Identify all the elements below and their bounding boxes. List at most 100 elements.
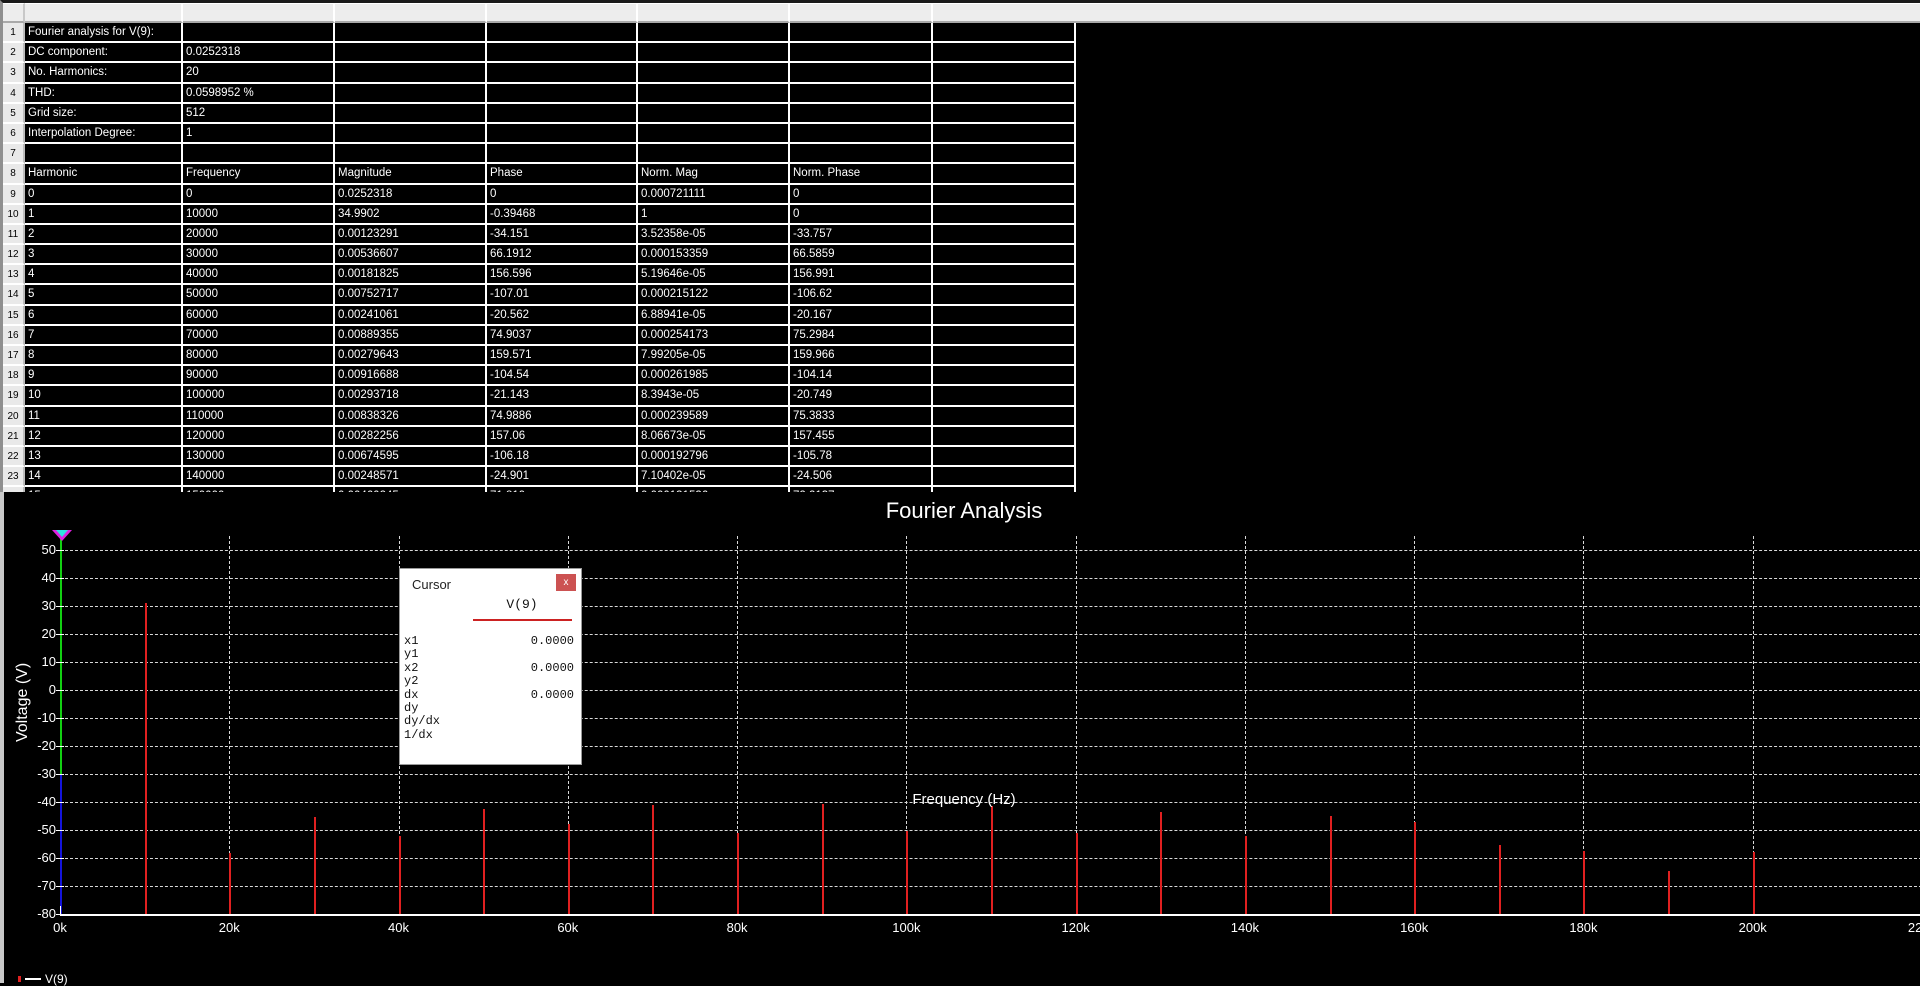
table-cell[interactable]: 0.00674595 xyxy=(335,446,487,468)
table-cell[interactable]: 13 xyxy=(25,446,183,468)
table-cell[interactable]: Fourier analysis for V(9): xyxy=(25,23,183,44)
table-cell[interactable] xyxy=(790,123,933,145)
table-cell[interactable]: -106.62 xyxy=(790,285,933,306)
table-cell[interactable] xyxy=(790,103,933,124)
table-cell[interactable]: 1 xyxy=(638,204,790,225)
column-header-5[interactable] xyxy=(638,3,790,23)
fourier-analysis-chart[interactable]: Fourier Analysis Voltage (V) 50 40 30 20 10 0… xyxy=(0,492,1920,983)
table-cell[interactable]: -105.78 xyxy=(790,446,933,468)
plot-area[interactable]: 50 40 30 20 10 0 -10 -20 -30 -40 -50 -60 -70 -80 0k 20k… xyxy=(37,530,1920,935)
table-cell[interactable]: 6.88941e-05 xyxy=(638,305,790,326)
table-cell[interactable] xyxy=(933,446,1076,468)
table-cell[interactable]: 6 xyxy=(25,305,183,326)
table-cell[interactable]: 4 xyxy=(25,265,183,286)
table-cell[interactable] xyxy=(335,144,487,165)
table-cell[interactable]: THD: xyxy=(25,83,183,104)
table-cell[interactable]: 0.000215122 xyxy=(638,285,790,306)
row-number[interactable]: 19 xyxy=(3,386,25,407)
table-cell[interactable]: -20.749 xyxy=(790,386,933,407)
cursor-dialog[interactable]: Cursor x V(9) x1 0.0000 y1 x2 0.0000 y2 dx 0.00… xyxy=(399,568,582,765)
table-cell[interactable]: Magnitude xyxy=(335,164,487,185)
table-cell[interactable]: -0.39468 xyxy=(487,204,638,225)
table-cell[interactable]: 156.596 xyxy=(487,265,638,286)
column-header-3[interactable] xyxy=(335,3,487,23)
table-row[interactable]: 16 7 70000 0.00889355 74.9037 0.000254173 75.2… xyxy=(3,325,1920,346)
table-cell[interactable]: -21.143 xyxy=(487,386,638,407)
table-cell[interactable]: 0.00181825 xyxy=(335,265,487,286)
table-cell[interactable] xyxy=(933,325,1076,346)
table-cell[interactable] xyxy=(933,164,1076,185)
table-cell[interactable]: -106.18 xyxy=(487,446,638,468)
table-cell[interactable]: 5.19646e-05 xyxy=(638,265,790,286)
table-cell[interactable] xyxy=(487,83,638,104)
table-row[interactable]: 1 Fourier analysis for V(9): xyxy=(3,23,1920,44)
column-header-1[interactable] xyxy=(25,3,183,23)
table-cell[interactable]: 12 xyxy=(25,426,183,447)
table-cell[interactable]: -104.54 xyxy=(487,366,638,387)
table-cell[interactable] xyxy=(638,103,790,124)
row-number[interactable]: 1 xyxy=(3,23,25,44)
row-number[interactable]: 4 xyxy=(3,83,25,104)
table-cell[interactable]: -104.14 xyxy=(790,366,933,387)
table-cell[interactable]: 0.0252318 xyxy=(183,43,335,64)
table-cell[interactable] xyxy=(335,103,487,124)
table-cell[interactable]: 120000 xyxy=(183,426,335,447)
table-cell[interactable]: 0.000153359 xyxy=(638,245,790,266)
table-cell[interactable]: Frequency xyxy=(183,164,335,185)
table-cell[interactable]: 66.1912 xyxy=(487,245,638,266)
table-cell[interactable]: 512 xyxy=(183,103,335,124)
table-cell[interactable]: -20.562 xyxy=(487,305,638,326)
table-cell[interactable] xyxy=(335,63,487,84)
table-cell[interactable]: 74.9037 xyxy=(487,325,638,346)
table-cell[interactable]: 10000 xyxy=(183,204,335,225)
table-cell[interactable]: 0.000721111 xyxy=(638,184,790,205)
table-cell[interactable] xyxy=(933,366,1076,387)
table-cell[interactable] xyxy=(487,103,638,124)
table-cell[interactable]: 0 xyxy=(487,184,638,205)
row-number[interactable]: 20 xyxy=(3,406,25,427)
table-row[interactable]: 15 6 60000 0.00241061 -20.562 6.88941e-05 -20.… xyxy=(3,305,1920,326)
table-cell[interactable] xyxy=(933,305,1076,326)
table-cell[interactable]: 0 xyxy=(183,184,335,205)
table-cell[interactable]: 157.455 xyxy=(790,426,933,447)
table-row[interactable]: 4 THD: 0.0598952 % xyxy=(3,83,1920,104)
table-cell[interactable] xyxy=(638,43,790,64)
table-cell[interactable] xyxy=(335,83,487,104)
table-cell[interactable]: 1 xyxy=(25,204,183,225)
table-cell[interactable] xyxy=(638,144,790,165)
table-row[interactable]: 12 3 30000 0.00536607 66.1912 0.000153359 66.5… xyxy=(3,245,1920,266)
table-cell[interactable]: 0.000261985 xyxy=(638,366,790,387)
table-cell[interactable]: 50000 xyxy=(183,285,335,306)
table-cell[interactable]: -24.506 xyxy=(790,467,933,488)
table-cell[interactable] xyxy=(933,426,1076,447)
table-cell[interactable] xyxy=(183,144,335,165)
row-number[interactable]: 21 xyxy=(3,426,25,447)
table-cell[interactable]: DC component: xyxy=(25,43,183,64)
table-cell[interactable]: 20000 xyxy=(183,224,335,246)
table-cell[interactable] xyxy=(790,63,933,84)
table-cell[interactable]: 11 xyxy=(25,406,183,427)
table-cell[interactable]: 0.00889355 xyxy=(335,325,487,346)
table-row[interactable]: 9 0 0 0.0252318 0 0.000721111 0 xyxy=(3,184,1920,205)
table-cell[interactable] xyxy=(933,144,1076,165)
table-cell[interactable]: 7.10402e-05 xyxy=(638,467,790,488)
table-row[interactable]: 8 Harmonic Frequency Magnitude Phase Norm. Ma… xyxy=(3,164,1920,185)
column-header-corner[interactable] xyxy=(3,3,25,23)
table-cell[interactable]: 0.00752717 xyxy=(335,285,487,306)
table-cell[interactable] xyxy=(933,346,1076,367)
table-cell[interactable]: 0.000254173 xyxy=(638,325,790,346)
table-cell[interactable] xyxy=(933,265,1076,286)
fourier-results-spreadsheet[interactable]: 1 Fourier analysis for V(9): 2 DC component… xyxy=(0,0,1920,495)
table-cell[interactable]: 60000 xyxy=(183,305,335,326)
row-number[interactable]: 3 xyxy=(3,63,25,84)
table-cell[interactable]: 8 xyxy=(25,346,183,367)
table-row[interactable]: 21 12 120000 0.00282256 157.06 8.06673e-05 157… xyxy=(3,426,1920,447)
table-cell[interactable]: 9 xyxy=(25,366,183,387)
table-row[interactable]: 14 5 50000 0.00752717 -107.01 0.000215122 -106… xyxy=(3,285,1920,306)
table-cell[interactable]: 8.06673e-05 xyxy=(638,426,790,447)
table-cell[interactable] xyxy=(487,144,638,165)
table-cell[interactable] xyxy=(933,245,1076,266)
table-cell[interactable]: 20 xyxy=(183,63,335,84)
table-cell[interactable] xyxy=(933,204,1076,225)
row-number[interactable]: 5 xyxy=(3,103,25,124)
